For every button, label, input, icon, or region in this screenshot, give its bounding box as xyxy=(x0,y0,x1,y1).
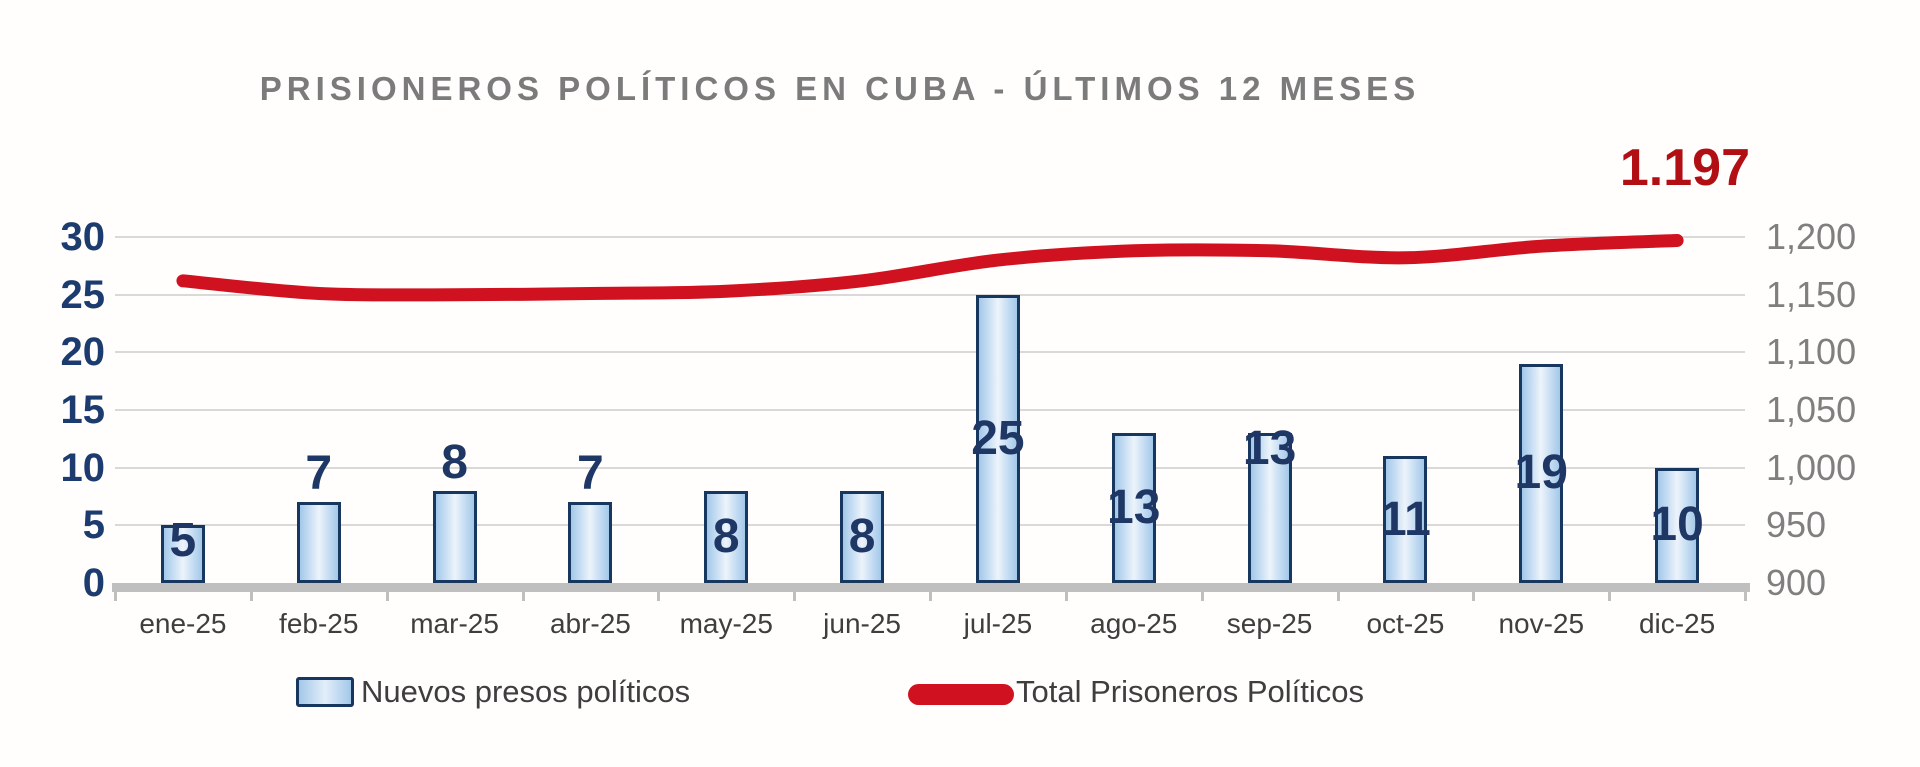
x-axis-tick xyxy=(1744,592,1747,601)
bar xyxy=(704,490,749,583)
x-axis-category-label: may-25 xyxy=(679,608,773,639)
bar-value-label: 10 xyxy=(1650,498,1704,552)
gridline xyxy=(115,409,1745,411)
left-axis-tick-label: 25 xyxy=(60,272,106,317)
bar xyxy=(160,525,205,583)
right-axis-tick-label: 1,200 xyxy=(1766,216,1857,257)
x-axis-tick xyxy=(1472,592,1476,601)
x-axis-category-label: oct-25 xyxy=(1366,608,1445,639)
x-axis-tick xyxy=(1200,592,1204,601)
bar xyxy=(296,502,341,583)
legend-bar-series-label: Nuevos presos políticos xyxy=(361,674,691,709)
legend-line-swatch xyxy=(908,684,1014,705)
bar-value-label: 5 xyxy=(169,514,197,568)
bar-value-label: 25 xyxy=(971,411,1025,465)
bar xyxy=(840,490,885,583)
gridline xyxy=(115,351,1745,354)
left-axis-tick-label: 15 xyxy=(60,388,106,432)
x-axis-category-label: feb-25 xyxy=(279,608,359,639)
right-axis-tick-label: 950 xyxy=(1766,504,1827,546)
x-axis-category-label: ene-25 xyxy=(139,608,227,639)
bar-value-label: 8 xyxy=(712,509,740,563)
left-axis-tick-label: 30 xyxy=(60,215,106,259)
legend-bar-swatch xyxy=(296,677,354,707)
left-axis-tick-label: 10 xyxy=(60,445,106,490)
x-axis-tick xyxy=(1064,592,1068,601)
x-axis-tick xyxy=(114,592,117,601)
right-axis-tick-label: 1,050 xyxy=(1766,389,1857,430)
x-axis-tick xyxy=(657,592,661,601)
bar-value-label: 19 xyxy=(1514,446,1568,500)
x-axis-category-label: ago-25 xyxy=(1090,608,1178,639)
right-axis-tick-label: 1,100 xyxy=(1766,331,1857,373)
right-axis-tick-label: 1,150 xyxy=(1766,273,1857,315)
x-axis-tick xyxy=(929,592,932,601)
x-axis-category-label: mar-25 xyxy=(410,608,499,639)
x-axis-category-label: jul-25 xyxy=(963,608,1033,639)
bar xyxy=(1655,467,1700,583)
x-axis-category-label: nov-25 xyxy=(1498,608,1585,639)
bar xyxy=(1519,363,1564,583)
bar-value-label: 11 xyxy=(1380,492,1431,546)
left-axis-tick-label: 5 xyxy=(82,503,105,548)
gridline xyxy=(115,236,1745,238)
left-axis-tick-label: 20 xyxy=(60,330,106,375)
bar-value-label: 7 xyxy=(577,447,604,501)
x-axis-tick xyxy=(385,592,389,601)
x-axis-category-label: abr-25 xyxy=(549,608,631,639)
bar-value-label: 8 xyxy=(441,435,468,489)
bar xyxy=(1383,456,1428,583)
x-axis-tick xyxy=(249,592,253,601)
chart-title: PRISIONEROS POLÍTICOS EN CUBA - ÚLTIMOS … xyxy=(259,70,1421,107)
gridline xyxy=(115,293,1745,296)
x-axis-category-label: jun-25 xyxy=(823,608,901,639)
bar-value-label: 13 xyxy=(1242,422,1297,476)
bar-value-label: 13 xyxy=(1107,481,1161,535)
x-axis-tick xyxy=(1336,592,1340,601)
x-axis-tick xyxy=(1608,592,1612,601)
gridline xyxy=(115,466,1745,469)
x-axis-category-label: dic-25 xyxy=(1638,608,1716,639)
total-line-path xyxy=(176,234,1684,302)
x-axis-tick xyxy=(521,592,525,601)
line-end-data-label: 1.197 xyxy=(1619,139,1750,197)
left-axis-tick-label: 0 xyxy=(82,561,105,605)
bar xyxy=(432,490,477,583)
x-axis-tick xyxy=(793,592,797,601)
right-axis-tick-label: 900 xyxy=(1766,562,1827,603)
bar-value-label: 7 xyxy=(305,447,333,501)
gridline xyxy=(115,524,1745,527)
right-axis-tick-label: 1,000 xyxy=(1766,446,1857,488)
x-axis-line xyxy=(112,583,1750,592)
bar xyxy=(1247,433,1292,583)
x-axis-category-label: sep-25 xyxy=(1226,608,1313,639)
bar xyxy=(975,294,1020,583)
legend-line-series-label: Total Prisoneros Políticos xyxy=(1016,674,1365,709)
bar xyxy=(568,502,613,583)
bar xyxy=(1111,433,1156,583)
bar-value-label: 8 xyxy=(848,509,876,563)
